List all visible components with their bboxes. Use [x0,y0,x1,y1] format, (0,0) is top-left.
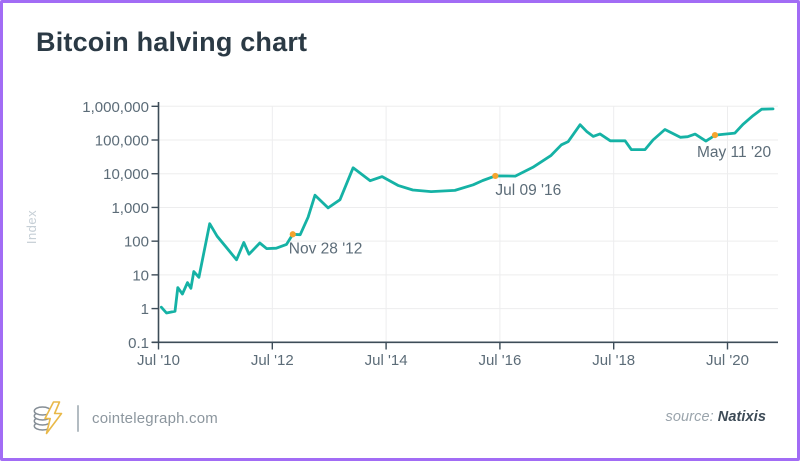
source-credit: source: Natixis [666,409,767,425]
halving-dot [711,131,719,139]
halving-dot [289,231,296,238]
y-tick-label: 10,000 [103,166,149,183]
source-value: Natixis [717,409,766,425]
x-tick-label: Jul '14 [365,352,408,369]
y-tick-label: 100 [124,234,149,251]
x-tick-label: Jul '16 [478,352,521,369]
x-tick-label: Jul '12 [251,352,294,369]
source-label: source: [665,409,714,425]
y-axis-title: Index [24,210,39,244]
y-tick-label: 1 [141,301,149,318]
coins-lightning-icon [33,401,63,435]
brand-url: cointelegraph.com [92,409,218,427]
price-line [159,107,775,315]
footer-divider [77,404,79,432]
x-tick-label: Jul '10 [137,352,180,369]
x-tick-label: Jul '20 [706,352,749,369]
halving-annotation: Nov 28 '12 [289,240,363,257]
y-tick-label: 1,000 [111,200,149,217]
y-tick-label: 100,000 [95,133,149,150]
y-tick-label: 0.1 [128,335,149,352]
footer-brand-block: cointelegraph.com [32,401,218,435]
chart-title: Bitcoin halving chart [36,27,308,57]
y-tick-label: 1,000,000 [82,99,149,116]
halving-annotation: May 11 '20 [697,144,772,161]
x-tick-label: Jul '18 [592,352,635,369]
halving-annotation: Jul 09 '16 [495,182,561,199]
y-tick-label: 10 [132,267,149,284]
halving-dot [492,172,499,180]
halving-line-chart: 1,000,000100,00010,0001,0001001010.1Jul … [24,99,778,369]
